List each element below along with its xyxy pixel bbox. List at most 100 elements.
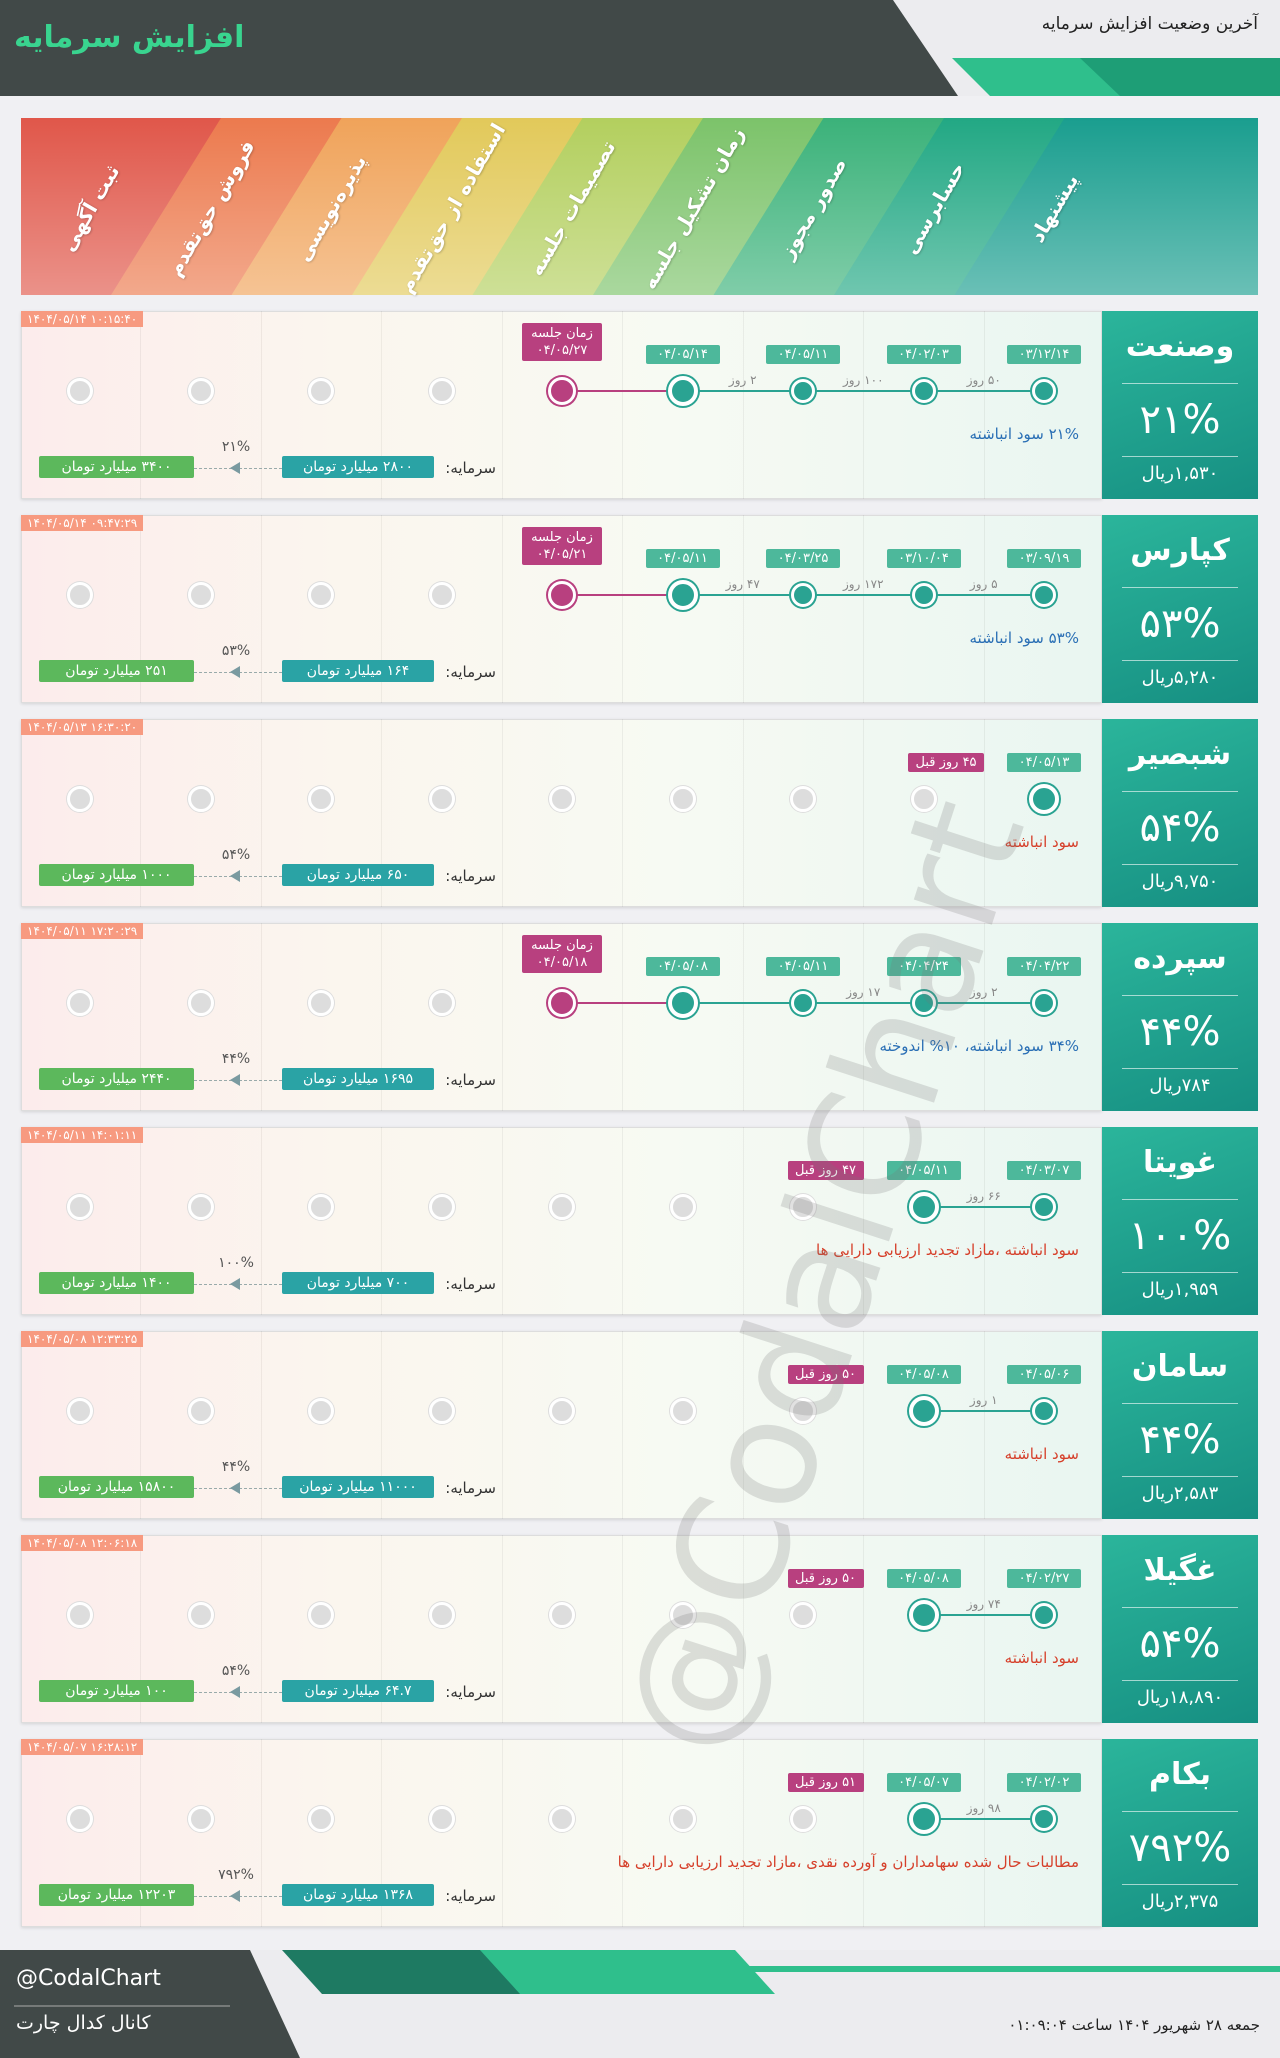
note: سود انباشته (1004, 1445, 1079, 1463)
arrow-head (230, 1890, 240, 1902)
column-line (622, 1739, 623, 1927)
empty-node (187, 1806, 214, 1832)
capital-box: ۱۳۶۸ میلیارد تومان (282, 1884, 434, 1906)
capital-box: ۲۸۰۰ میلیارد تومان (282, 456, 434, 478)
timestamp: ۱۴۰۴/۰۵/۱۱ ۱۷:۲۰:۲۹ (21, 923, 144, 939)
note: سود انباشته (1004, 833, 1079, 851)
panel-divider (1122, 383, 1238, 384)
empty-node (549, 1398, 575, 1424)
empty-node (308, 1194, 334, 1220)
empty-node (669, 786, 696, 812)
column-line (983, 515, 985, 703)
column-line (983, 1739, 985, 1927)
note: ۲۱% سود انباشته (969, 425, 1079, 443)
timestamp: ۱۴۰۴/۰۵/۰۷ ۱۶:۲۸:۱۲ (21, 1739, 144, 1755)
increase-percent: ۴۴% (1139, 1009, 1221, 1055)
empty-node (790, 786, 816, 812)
date-box: ۰۳/۰۹/۱۹ (1007, 549, 1081, 568)
column-line (260, 1739, 262, 1927)
arrow-head (230, 666, 240, 678)
stage-banner (21, 118, 1258, 295)
column-line (742, 1739, 744, 1927)
timeline-line (923, 1614, 1044, 1616)
gap-label: ۲ روز (969, 985, 998, 999)
column-line (863, 1331, 864, 1519)
column-line (983, 1127, 985, 1315)
column-line (622, 719, 623, 907)
column-line (622, 311, 623, 499)
new-capital-box: ۳۴۰۰ میلیارد تومان (39, 456, 194, 478)
panel-divider (1122, 1811, 1238, 1812)
column-line (140, 1127, 141, 1315)
column-line (742, 1331, 744, 1519)
empty-node (790, 1806, 816, 1832)
column-line (501, 719, 503, 907)
symbol-name: غویتا (1142, 1145, 1218, 1180)
gap-label: ۴۷ روز (725, 577, 760, 591)
meeting-box: زمان جلسه ۰۴/۰۵/۲۱ (522, 527, 602, 565)
column-line (742, 1535, 744, 1723)
column-line (140, 311, 141, 499)
meeting-date: ۰۴/۰۵/۱۸ (536, 955, 588, 970)
column-line (140, 1739, 141, 1927)
done-node (791, 991, 815, 1015)
date-box: ۰۴/۰۳/۰۷ (1007, 1161, 1081, 1180)
current-node (1029, 784, 1059, 814)
share-price: ۹,۷۵۰ریال (1141, 871, 1219, 892)
current-node (908, 1804, 939, 1834)
increase-percent: ۵۴% (1139, 1621, 1221, 1667)
gap-label: ۵۰ روز (966, 373, 1001, 387)
empty-node (549, 1194, 575, 1220)
timeline-line (923, 1206, 1044, 1208)
done-node (791, 583, 815, 607)
increase-label: ۵۳% (221, 643, 251, 659)
empty-node (910, 786, 937, 812)
empty-node (428, 1602, 455, 1628)
column-line (622, 515, 623, 703)
current-node (908, 1600, 939, 1630)
timeline-line (682, 390, 1044, 392)
date-box: ۰۴/۰۵/۰۶ (1007, 1365, 1081, 1384)
capital-label: سرمایه: (445, 459, 496, 477)
empty-node (428, 1806, 455, 1832)
increase-label: ۴۴% (221, 1459, 251, 1475)
meeting-label: زمان جلسه (531, 326, 593, 341)
arrow-head (230, 1482, 240, 1494)
new-capital-box: ۱۴۰۰ میلیارد تومان (39, 1272, 194, 1294)
date-box: ۰۴/۰۵/۱۳ (1007, 753, 1081, 772)
date-box: ۰۴/۰۲/۰۲ (1007, 1773, 1081, 1792)
column-line (260, 1331, 262, 1519)
footer-shapes (0, 1950, 1280, 2058)
share-price: ۲,۳۷۵ریال (1141, 1891, 1219, 1912)
done-node (1032, 1603, 1056, 1627)
column-line (501, 515, 503, 703)
empty-node (308, 1602, 334, 1628)
capital-label: سرمایه: (445, 663, 496, 681)
date-box: ۰۴/۰۵/۰۸ (886, 1569, 961, 1588)
empty-node (67, 990, 93, 1016)
done-node (1032, 991, 1056, 1015)
done-node (1032, 379, 1056, 403)
empty-node (187, 378, 214, 404)
symbol-panel (1102, 515, 1258, 703)
empty-node (428, 1398, 455, 1424)
empty-node (67, 1602, 93, 1628)
empty-node (549, 1602, 575, 1628)
column-line (501, 923, 503, 1111)
timeline-line (923, 1410, 1044, 1412)
empty-node (187, 1602, 214, 1628)
empty-node (428, 990, 455, 1016)
capital-box: ۱۶۴ میلیارد تومان (282, 660, 434, 682)
date-box: ۰۴/۰۵/۰۸ (645, 957, 720, 976)
date-box: ۰۴/۰۴/۲۲ (1007, 957, 1081, 976)
meeting-date: ۰۴/۰۵/۲۱ (536, 547, 588, 562)
column-line (260, 311, 262, 499)
empty-node (67, 1398, 93, 1424)
empty-node (669, 1602, 696, 1628)
timestamp: ۱۴۰۴/۰۵/۱۱ ۱۴:۰۱:۱۱ (21, 1127, 144, 1143)
note: سود انباشته ،مازاد تجدید ارزیابی دارایی … (816, 1241, 1079, 1259)
date-box: ۰۴/۰۲/۲۷ (1007, 1569, 1081, 1588)
column-line (260, 923, 262, 1111)
new-capital-box: ۱۰۰ میلیارد تومان (39, 1680, 194, 1702)
gap-label: ۱۷۲ روز (842, 577, 884, 591)
